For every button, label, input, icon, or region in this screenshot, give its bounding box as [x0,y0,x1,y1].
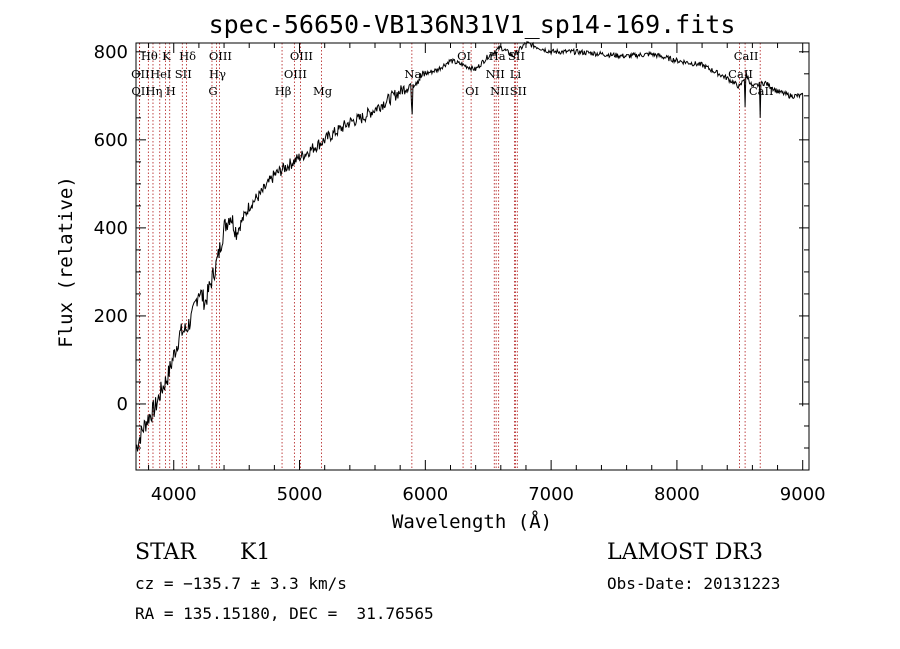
line-label: HeI [150,67,171,81]
line-label: G [208,84,217,98]
line-label: Li [510,67,522,81]
coordinates: RA = 135.15180, DEC = 31.76565 [135,604,434,623]
y-axis-label: Flux (relative) [55,176,77,348]
line-label: NII [486,67,505,81]
line-label: Hβ [275,84,292,98]
line-label: K [162,49,171,63]
observation-date: Obs-Date: 20131223 [607,574,781,593]
x-tick-label: 8000 [654,484,700,505]
line-label: OI [457,49,471,63]
x-tick-label: 4000 [151,484,197,505]
x-tick-label: 6000 [402,484,448,505]
y-tick-label: 0 [117,394,128,415]
line-label: OIII [290,49,313,63]
axis-ticks: 4000 5000 6000 7000 8000 9000 0 200 400 600 800 [94,42,826,505]
redshift-velocity: cz = −135.7 ± 3.3 km/s [135,574,347,593]
line-label: OIII [284,67,307,81]
line-label: Hδ [179,49,196,63]
line-label: SII [175,67,192,81]
line-label: CaII [728,67,753,81]
spectrum-chart: spec-56650-VB136N31V1_sp14-169.fits Hθ K H… [55,10,826,533]
line-label: SII [510,84,527,98]
chart-title: spec-56650-VB136N31V1_sp14-169.fits [209,10,736,39]
line-label: H [166,84,176,98]
line-label: NII [490,84,509,98]
line-label: CaII [734,49,759,63]
x-axis-label: Wavelength (Å) [392,510,552,533]
line-label: Hθ [141,49,158,63]
line-label: Hγ [209,67,226,81]
x-tick-label: 9000 [780,484,826,505]
object-class: STAR [135,540,196,565]
y-tick-label: 800 [94,42,128,63]
x-tick-label: 5000 [277,484,323,505]
survey-name: LAMOST DR3 [607,540,763,565]
flux-series-line [135,40,804,452]
line-label: Mg [313,84,333,98]
emission-line-markers [138,43,761,470]
x-tick-label: 7000 [528,484,574,505]
line-label: Na [404,67,421,81]
object-subclass: K1 [240,540,271,565]
y-tick-label: 600 [94,130,128,151]
line-label: OI [465,84,479,98]
y-tick-label: 400 [94,218,128,239]
plot-frame [135,42,810,471]
line-label: SII [508,49,525,63]
line-label: OIII [209,49,232,63]
y-tick-label: 200 [94,306,128,327]
line-label: Hη [146,84,163,98]
